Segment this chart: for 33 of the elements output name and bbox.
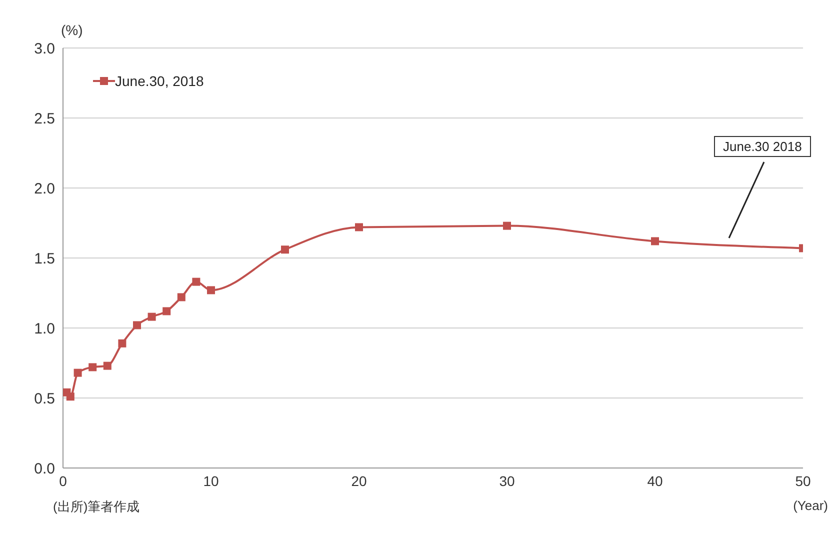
- point: [192, 278, 200, 286]
- y-tick-label: 0.0: [34, 460, 55, 478]
- point: [281, 246, 289, 254]
- y-tick-label: 0.5: [34, 390, 55, 408]
- point: [355, 223, 363, 232]
- x-axis-title: (Year): [793, 498, 828, 513]
- point: [118, 339, 126, 348]
- legend-label: June.30, 2018: [115, 73, 204, 89]
- y-tick-label: 1.0: [34, 320, 55, 338]
- point: [162, 307, 171, 316]
- y-tick-label: 1.5: [34, 250, 55, 268]
- text: (出所)筆者作成: [53, 498, 140, 516]
- point: [651, 237, 659, 246]
- point: [207, 286, 215, 294]
- y-tick-label: 2.5: [34, 110, 55, 128]
- point: [503, 222, 511, 230]
- x-tick-label: 20: [351, 472, 367, 489]
- point: [66, 392, 74, 401]
- annotation: June.30 2018: [714, 136, 811, 158]
- x-tick-label: 30: [499, 472, 515, 489]
- point: [177, 293, 186, 302]
- point: [133, 321, 141, 330]
- point: [103, 362, 112, 370]
- x-tick-label: 40: [647, 472, 663, 489]
- x-tick-label: 0: [59, 472, 68, 489]
- x-tick-label: 10: [203, 472, 219, 489]
- y-tick-label: 2.0: [34, 180, 55, 198]
- point: [74, 368, 82, 377]
- x-tick-label: 50: [795, 472, 811, 489]
- point: [88, 363, 97, 372]
- y-axis-title: (%): [61, 22, 83, 38]
- y-tick-label: 3.0: [34, 40, 55, 58]
- point: [148, 312, 156, 321]
